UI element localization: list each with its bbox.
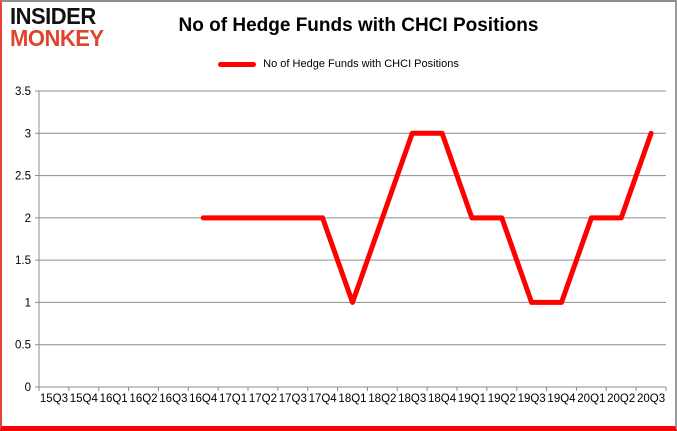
logo-line-monkey: MONKEY	[10, 24, 104, 51]
x-tick-label: 16Q4	[189, 393, 218, 405]
x-tick-label: 16Q3	[159, 393, 187, 405]
x-tick-label: 18Q1	[338, 393, 366, 405]
y-tick-label: 0.5	[15, 340, 31, 352]
x-tick-label: 19Q4	[547, 393, 576, 405]
y-tick-label: 1.5	[15, 255, 31, 267]
x-tick-label: 17Q3	[279, 393, 307, 405]
legend: No of Hedge Funds with CHCI Positions	[2, 58, 675, 70]
insider-monkey-logo: INSIDER MONKEY	[10, 2, 104, 51]
y-tick-label: 2	[25, 213, 31, 225]
x-tick-label: 20Q1	[577, 393, 605, 405]
gridlines	[35, 90, 666, 388]
x-tick-label: 15Q3	[40, 393, 68, 405]
x-tick-label: 17Q4	[309, 393, 338, 405]
x-tick-label: 16Q1	[100, 393, 128, 405]
legend-label: No of Hedge Funds with CHCI Positions	[263, 58, 459, 70]
y-tick-label: 3.5	[15, 86, 31, 98]
x-tick-label: 19Q1	[458, 393, 486, 405]
axes	[38, 91, 667, 391]
x-tick-label: 18Q4	[428, 393, 457, 405]
x-tick-label: 16Q2	[129, 393, 157, 405]
x-tick-label: 17Q2	[249, 393, 277, 405]
y-tick-label: 3	[25, 128, 31, 140]
chart-title: No of Hedge Funds with CHCI Positions	[178, 15, 539, 36]
y-tick-label: 0	[25, 382, 31, 394]
x-tick-label: 19Q3	[518, 393, 546, 405]
legend-line-swatch	[218, 61, 257, 67]
chart-canvas: 0 0.5 1 1.5 2 2.5 3 3.5 15Q3 15Q4 16Q1 16Q2 16Q3 16Q4…	[15, 86, 667, 405]
x-tick-label: 17Q1	[219, 393, 247, 405]
logo-line-insider: INSIDER	[10, 2, 96, 30]
y-tick-label: 2.5	[15, 171, 31, 183]
y-tick-label: 1	[25, 297, 31, 309]
x-tick-label: 18Q3	[398, 393, 426, 405]
series-line	[200, 130, 654, 305]
y-axis-labels: 0 0.5 1 1.5 2 2.5 3 3.5	[15, 86, 31, 394]
x-tick-label: 20Q2	[607, 393, 635, 405]
x-tick-label: 15Q4	[70, 393, 99, 405]
x-tick-label: 20Q3	[637, 393, 665, 405]
x-axis-labels: 15Q3 15Q4 16Q1 16Q2 16Q3 16Q4 17Q1 17Q2 17Q3 17Q4…	[40, 393, 665, 405]
x-tick-label: 19Q2	[488, 393, 516, 405]
x-tick-label: 18Q2	[368, 393, 396, 405]
